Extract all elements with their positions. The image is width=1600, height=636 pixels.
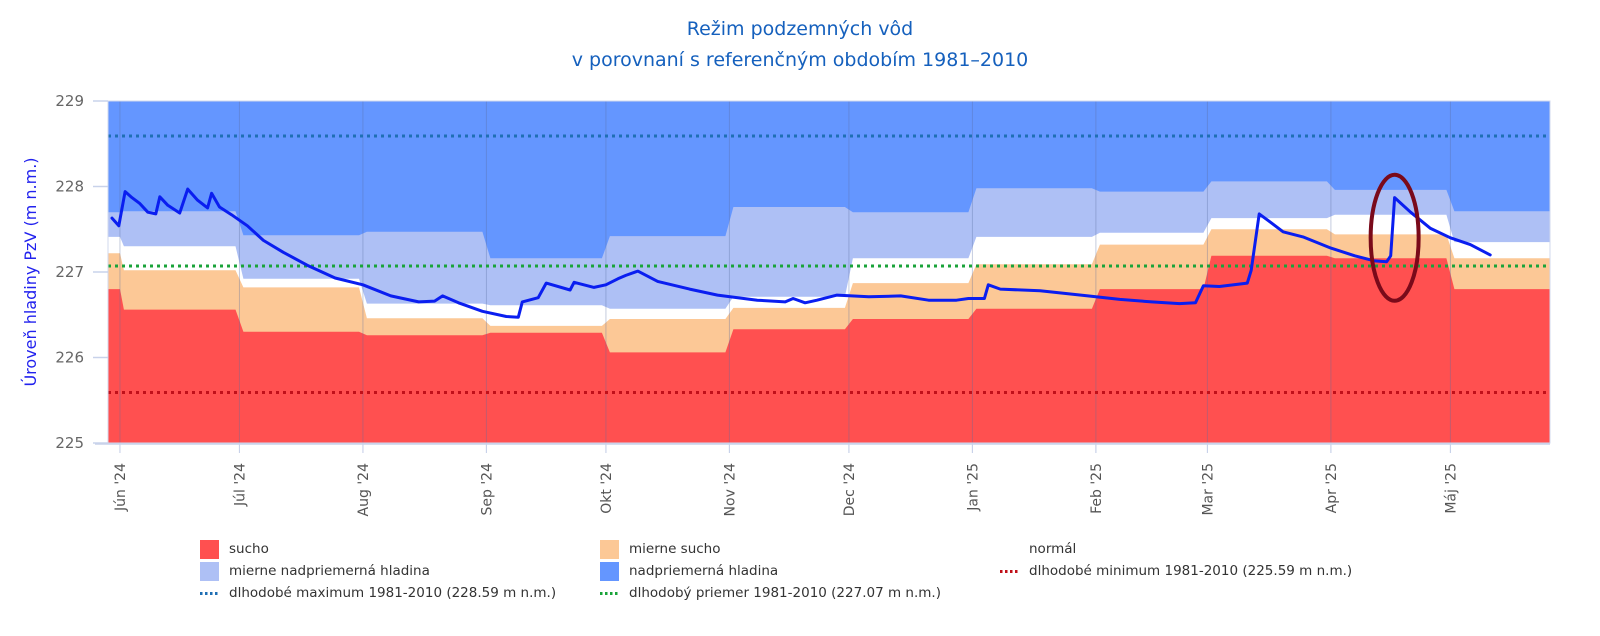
legend-label: dlhodobé minimum 1981-2010 (225.59 m n.m…: [1029, 563, 1353, 579]
y-tick-label: 225: [55, 434, 84, 452]
legend-item-normal[interactable]: normál: [1000, 538, 1076, 560]
legend-label: dlhodobé maximum 1981-2010 (228.59 m n.m…: [229, 585, 557, 601]
x-tick-label: Dec '24: [842, 463, 858, 516]
legend-label: nadpriemerná hladina: [629, 563, 779, 579]
legend-swatch-normal: [1000, 539, 1019, 559]
legend-item-nadpriemerna[interactable]: nadpriemerná hladina: [600, 560, 778, 582]
legend-swatch-mierne-nadpriemerna: [200, 561, 219, 581]
legend-item-maximum[interactable]: dlhodobé maximum 1981-2010 (228.59 m n.m…: [200, 582, 556, 604]
legend-item-minimum[interactable]: dlhodobé minimum 1981-2010 (225.59 m n.m…: [1000, 560, 1352, 582]
legend-label: mierne sucho: [629, 541, 721, 557]
x-axis: Jún '24 Júl '24 Aug '24 Sep '24 Okt '24 Nov '…: [95, 443, 1550, 516]
chart-title-line-2: v porovnaní s referenčným obdobím 1981–2…: [572, 49, 1029, 71]
x-tick-label: Máj '25: [1443, 463, 1459, 514]
x-tick-label: Sep '24: [479, 463, 495, 516]
x-tick-label: Aug '24: [356, 463, 372, 517]
annotation-ellipse: [1368, 172, 1421, 303]
series-line-hladina: [110, 187, 1492, 319]
x-tick-label: Feb '25: [1089, 463, 1105, 514]
legend-swatch-sucho: [200, 539, 219, 559]
legend-label: dlhodobý priemer 1981-2010 (227.07 m n.m…: [629, 585, 941, 601]
x-tick-label: Jan '25: [965, 463, 981, 512]
legend-label: sucho: [229, 541, 269, 557]
legend-item-mierne-sucho[interactable]: mierne sucho: [600, 538, 721, 560]
legend-swatch-mierne-sucho: [600, 539, 619, 559]
legend-item-mierne-nadpriemerna[interactable]: mierne nadpriemerná hladina: [200, 560, 430, 582]
x-tick-label: Okt '24: [599, 463, 615, 514]
x-tick-label: Nov '24: [722, 463, 738, 517]
x-tick-label: Mar '25: [1200, 463, 1216, 516]
plot-area: [107, 100, 1551, 453]
y-tick-label: 229: [55, 92, 84, 110]
legend-item-priemer[interactable]: dlhodobý priemer 1981-2010 (227.07 m n.m…: [600, 582, 941, 604]
legend-item-sucho[interactable]: sucho: [200, 538, 269, 560]
legend-dots-priemer: [600, 591, 619, 595]
y-tick-label: 228: [55, 178, 84, 196]
chart-title-line-1: Režim podzemných vôd: [687, 18, 914, 40]
y-axis-label: Úroveň hladiny PzV (m n.m.): [21, 157, 40, 386]
x-tick-label: Apr '25: [1324, 463, 1340, 513]
legend-swatch-nadpriemerna: [600, 561, 619, 581]
y-tick-label: 226: [55, 349, 84, 367]
legend-label: mierne nadpriemerná hladina: [229, 563, 430, 579]
x-tick-label: Júl '24: [232, 463, 248, 507]
y-axis: 225 226 227 228 229: [55, 92, 108, 452]
y-tick-label: 227: [55, 263, 84, 281]
legend-label: normál: [1029, 541, 1077, 557]
legend-dots-minimum: [1000, 569, 1019, 573]
legend-dots-maximum: [200, 591, 219, 595]
x-tick-label: Jún '24: [113, 463, 129, 512]
